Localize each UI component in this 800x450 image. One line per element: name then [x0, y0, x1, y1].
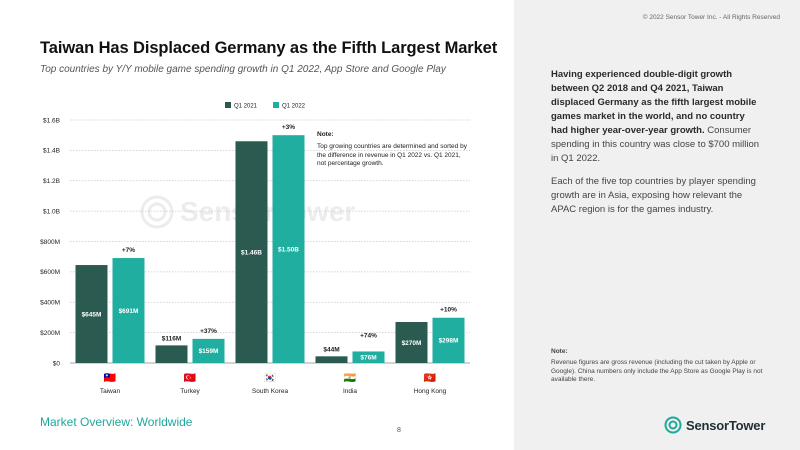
bar-value-label: $298M — [439, 338, 459, 345]
bar-south-korea-q1-2022 — [272, 135, 305, 363]
bar-india-q1-2021 — [315, 356, 348, 363]
category-label: Hong Kong — [414, 388, 447, 395]
growth-label: +3% — [282, 124, 295, 131]
y-tick-label: $600M — [40, 269, 60, 276]
category-label: Taiwan — [100, 388, 121, 395]
legend-swatch — [273, 102, 279, 108]
bar-value-label: $270M — [402, 340, 422, 347]
growth-label: +37% — [200, 328, 217, 335]
bar-value-label: $645M — [82, 311, 102, 318]
watermark: SensorTower — [140, 195, 355, 229]
bar-value-label: $44M — [323, 346, 339, 353]
bar-taiwan-q1-2022 — [112, 258, 145, 363]
description-para-1: Having experienced double-digit growth b… — [551, 68, 763, 166]
y-tick-label: $1.6B — [43, 117, 60, 124]
legend-label: Q1 2021 — [234, 104, 258, 110]
description-rest: Consumer spending in this country was cl… — [551, 124, 760, 164]
flag-icon: 🇹🇷 — [184, 372, 197, 384]
bars — [75, 135, 465, 363]
page-subtitle: Top countries by Y/Y mobile game spendin… — [40, 64, 446, 75]
x-axis: 🇹🇼 Taiwan 🇹🇷 Turkey 🇰🇷 South Korea 🇮🇳 India 🇭🇰 Ho… — [100, 372, 447, 395]
description-para-2: Each of the five top countries by player… — [551, 175, 756, 215]
bar-labels: $645M $691M +7% $116M $159M +37% $1.46B $1.50B +… — [82, 124, 459, 361]
legend-swatch — [225, 102, 231, 108]
chart-note-heading: Note: — [317, 131, 334, 138]
bar-turkey-q1-2021 — [155, 345, 188, 363]
page-title: Taiwan Has Displaced Germany as the Fift… — [40, 39, 498, 57]
growth-label: +10% — [440, 307, 457, 314]
flag-icon: 🇰🇷 — [264, 372, 277, 384]
bar-value-label: $159M — [199, 348, 219, 355]
right-panel — [514, 0, 800, 450]
bar-hong-kong-q1-2021 — [395, 321, 428, 363]
category-label: India — [343, 388, 357, 395]
y-tick-label: $400M — [40, 300, 60, 307]
bar-value-label: $76M — [360, 355, 376, 362]
chart-note-text: Top growing countries are determined and… — [317, 142, 467, 168]
y-tick-label: $1.4B — [43, 148, 60, 155]
copyright: © 2022 Sensor Tower Inc. - All Rights Re… — [642, 14, 780, 21]
description: Having experienced double-digit growth b… — [551, 68, 763, 226]
category-label: Turkey — [180, 388, 200, 395]
footnote: Note: Revenue figures are gross revenue … — [551, 348, 771, 385]
chart-legend: Q1 2021 Q1 2022 — [225, 102, 306, 110]
bar-value-label: $1.50B — [278, 246, 299, 253]
page-number: 8 — [397, 427, 401, 434]
bar-value-label: $116M — [162, 335, 182, 342]
watermark-logo-icon — [140, 195, 174, 229]
bar-taiwan-q1-2021 — [75, 265, 108, 363]
flag-icon: 🇹🇼 — [104, 372, 117, 384]
flag-icon: 🇭🇰 — [424, 372, 437, 384]
bar-turkey-q1-2022 — [192, 338, 225, 363]
growth-label: +74% — [360, 332, 377, 339]
category-label: South Korea — [252, 388, 289, 395]
sensor-tower-logo-icon — [664, 416, 682, 434]
bar-hong-kong-q1-2022 — [432, 317, 465, 363]
flag-icon: 🇮🇳 — [344, 372, 357, 384]
description-bold: Having experienced double-digit growth b… — [551, 69, 757, 136]
y-axis: $0 $200M $400M $600M $800M $1.0B $1.2B $1.4B $1.… — [40, 117, 60, 367]
y-tick-label: $800M — [40, 239, 60, 246]
y-tick-label: $1.2B — [43, 178, 60, 185]
chart-note: Note: Top growing countries are determin… — [317, 131, 467, 169]
watermark-text: SensorTower — [180, 196, 356, 227]
bar-india-q1-2022 — [352, 351, 385, 363]
logo-text: SensorTower — [686, 417, 766, 433]
footnote-text: Revenue figures are gross revenue (inclu… — [551, 358, 763, 384]
growth-label: +7% — [122, 247, 135, 254]
footnote-heading: Note: — [551, 348, 568, 355]
bar-chart: $0 $200M $400M $600M $800M $1.0B $1.2B $1.4B $1.… — [40, 102, 470, 395]
legend-label: Q1 2022 — [282, 104, 306, 110]
y-tick-label: $200M — [40, 330, 60, 337]
bar-value-label: $1.46B — [241, 249, 262, 256]
footer-section-title: Market Overview: Worldwide — [40, 415, 193, 429]
sensor-tower-logo: SensorTower — [664, 416, 765, 434]
y-tick-label: $0 — [53, 360, 61, 367]
bar-south-korea-q1-2021 — [235, 141, 268, 363]
y-tick-label: $1.0B — [43, 208, 60, 215]
bar-value-label: $691M — [119, 308, 139, 315]
